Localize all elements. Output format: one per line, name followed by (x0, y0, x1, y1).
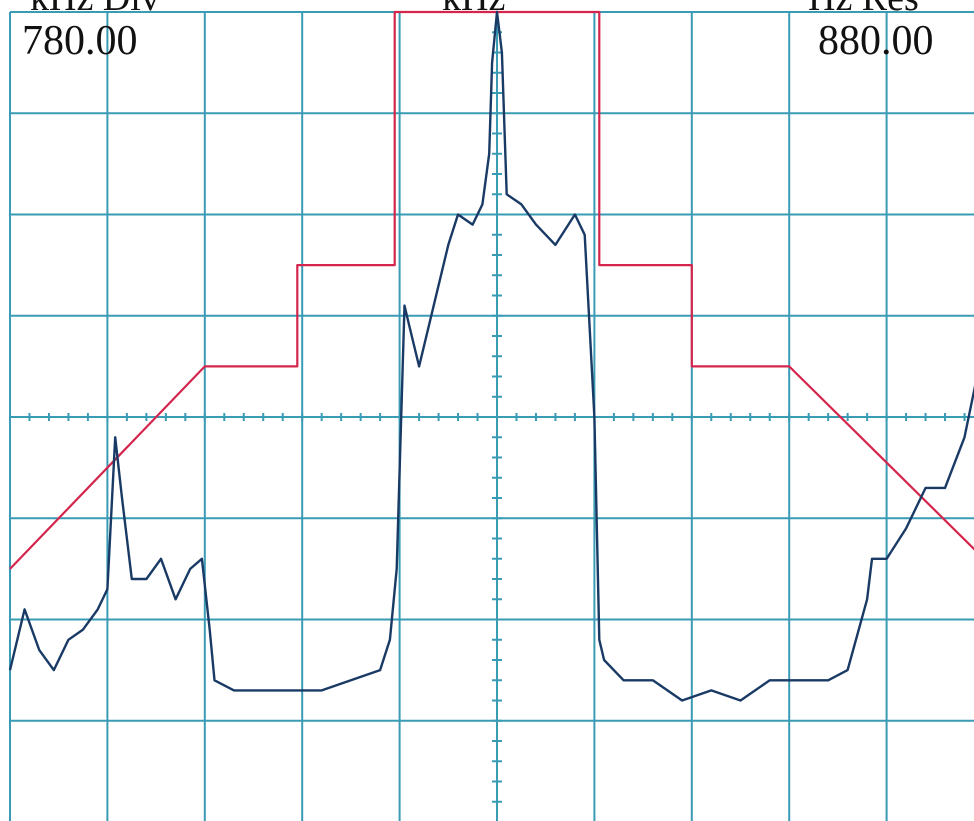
start-frequency-value: 780.00 (22, 18, 138, 64)
span-per-division-label: kHz Div (30, 0, 160, 17)
center-frequency-unit-label: kHz (442, 0, 505, 17)
stop-frequency-value: 880.00 (818, 18, 934, 64)
resolution-bandwidth-label: Hz Res (808, 0, 919, 17)
spectrum-trace-line (8, 10, 974, 702)
